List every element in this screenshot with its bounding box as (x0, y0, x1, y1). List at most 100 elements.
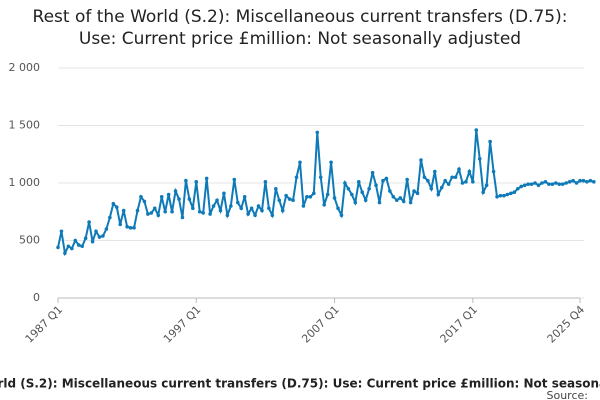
data-point (533, 181, 537, 185)
data-point (180, 215, 185, 220)
data-point (246, 212, 250, 216)
data-point (315, 130, 320, 135)
data-point (381, 178, 385, 183)
data-point (543, 180, 548, 184)
data-point (284, 193, 288, 198)
data-point (201, 211, 205, 215)
data-point (325, 192, 330, 197)
data-point (166, 192, 171, 197)
data-point (318, 175, 323, 180)
data-point (249, 206, 254, 211)
x-tick-label: 1997 Q1 (161, 303, 204, 346)
data-point (412, 189, 416, 193)
data-point (229, 204, 233, 208)
data-point (343, 181, 347, 185)
data-point (87, 220, 91, 224)
data-point (142, 199, 147, 204)
data-point (197, 209, 202, 214)
data-point (270, 213, 275, 217)
data-point (564, 181, 568, 185)
data-point (526, 182, 530, 186)
data-point (253, 213, 257, 217)
data-point (66, 244, 71, 249)
data-point (471, 180, 475, 184)
data-point (194, 180, 199, 184)
data-point (305, 195, 309, 199)
data-point (367, 186, 371, 191)
data-point (273, 186, 278, 191)
data-point (80, 244, 84, 249)
data-point (439, 185, 444, 190)
data-point (522, 183, 527, 188)
data-point (363, 198, 368, 203)
data-point (560, 182, 565, 186)
y-tick-label: 0 (33, 291, 40, 304)
data-point (170, 209, 174, 214)
chart-footer: Rest of the World (S.2): Miscellaneous c… (0, 377, 600, 391)
data-point (370, 170, 375, 175)
data-point (287, 197, 292, 201)
data-point (184, 178, 188, 183)
data-point (232, 177, 237, 182)
data-point (394, 198, 399, 203)
data-point (457, 167, 461, 171)
data-point (329, 160, 333, 165)
data-point (419, 158, 423, 162)
data-point (408, 200, 413, 205)
data-point (97, 235, 102, 239)
x-tick-label: 1987 Q1 (23, 303, 66, 346)
data-point (208, 212, 212, 216)
data-point (267, 206, 271, 211)
data-point (512, 190, 517, 194)
data-point (398, 196, 403, 200)
data-point (540, 181, 544, 185)
data-point (405, 177, 409, 182)
data-point (215, 198, 219, 203)
data-point (567, 180, 572, 184)
data-point (322, 203, 326, 207)
data-point (529, 182, 534, 186)
data-point (139, 195, 143, 199)
data-point (104, 227, 109, 231)
data-point (581, 178, 586, 183)
data-point (464, 180, 468, 184)
data-point (152, 206, 157, 211)
data-point (156, 213, 161, 217)
data-point (356, 180, 361, 184)
data-point (350, 192, 354, 197)
data-point (70, 246, 74, 251)
y-tick-label: 1 500 (9, 119, 41, 132)
data-point (547, 182, 551, 186)
data-point (291, 198, 295, 203)
data-point (159, 195, 164, 199)
data-point (298, 160, 302, 165)
data-point (453, 175, 458, 180)
data-point (353, 200, 358, 205)
data-point (108, 215, 112, 220)
data-point (502, 193, 506, 198)
data-point (436, 192, 441, 197)
data-point (332, 196, 337, 200)
data-point (446, 182, 451, 186)
data-point (76, 243, 81, 247)
data-point (474, 128, 479, 132)
data-point (574, 181, 579, 185)
data-point (450, 175, 454, 180)
data-point (173, 189, 178, 193)
y-tick-label: 500 (19, 234, 40, 247)
data-point (477, 157, 482, 161)
data-point (308, 195, 313, 199)
data-point (222, 191, 226, 196)
data-point (59, 229, 64, 234)
data-point (488, 139, 492, 144)
source: Source: (547, 389, 589, 400)
data-point (422, 175, 427, 180)
data-point (388, 189, 392, 193)
data-point (63, 251, 67, 255)
data-point (73, 238, 78, 243)
data-point (401, 199, 406, 204)
data-point (312, 191, 316, 196)
data-point (128, 226, 133, 230)
data-point (132, 226, 136, 230)
